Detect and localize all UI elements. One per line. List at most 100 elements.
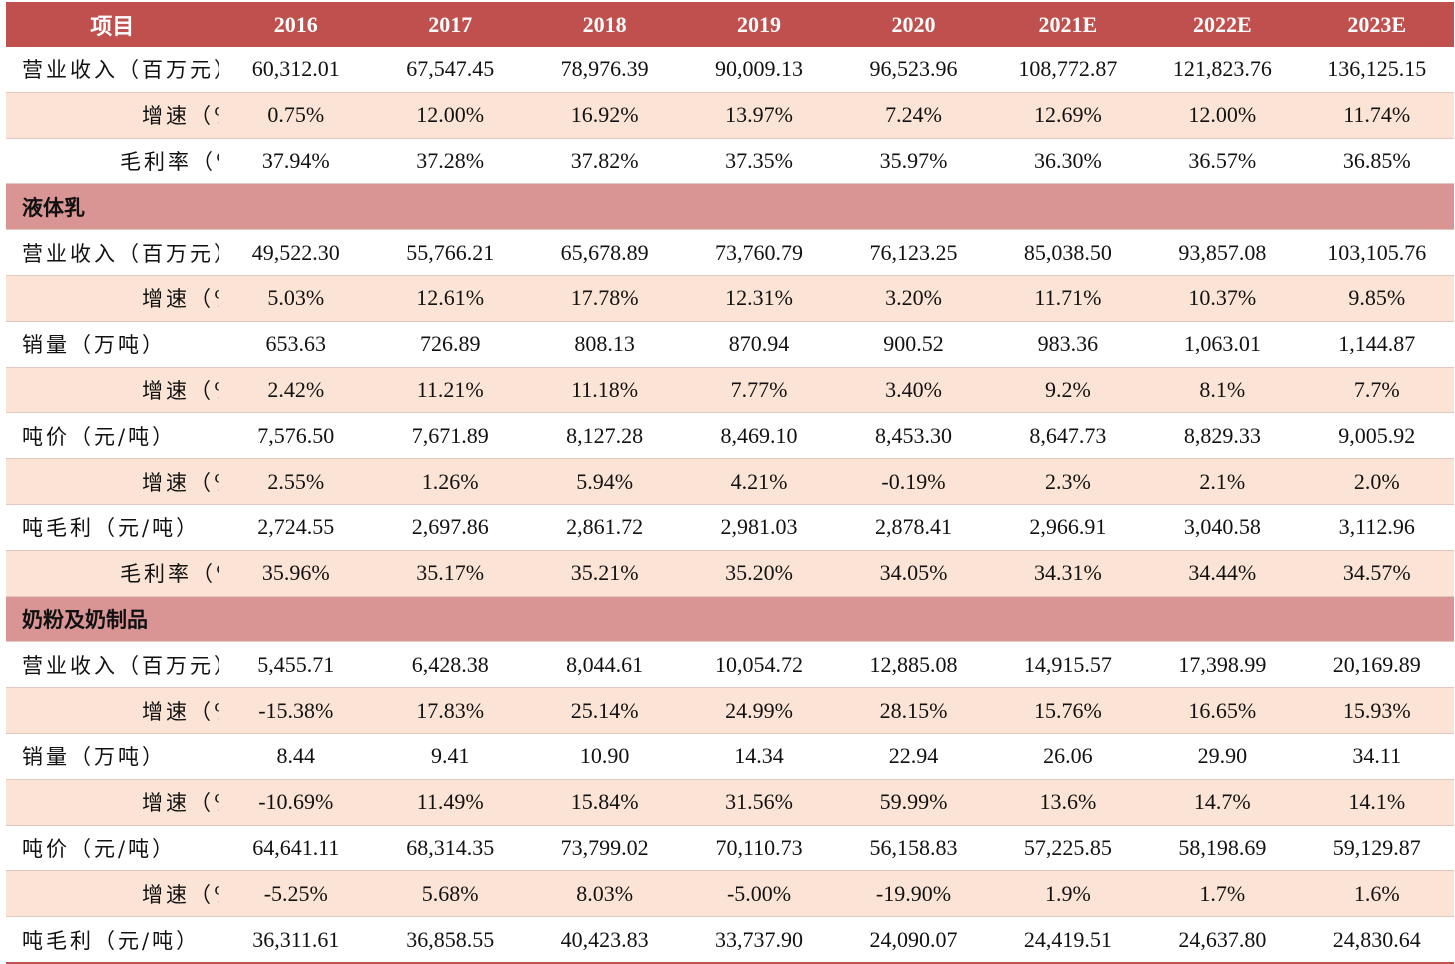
header-year: 2017 bbox=[373, 2, 528, 47]
table-cell: 15.84% bbox=[527, 779, 682, 826]
row-label: 增速（%） bbox=[6, 92, 219, 139]
table-cell: 1,144.87 bbox=[1338, 331, 1416, 357]
table-cell: 36,858.55 bbox=[406, 926, 495, 952]
table-cell: 8,453.30 bbox=[874, 422, 952, 448]
section-row: 奶粉及奶制品 bbox=[6, 596, 1454, 642]
table-cell: 29.90 bbox=[1197, 743, 1248, 769]
table-cell: 5.94% bbox=[527, 458, 682, 505]
table-cell: -19.90% bbox=[836, 870, 991, 917]
table-row: 吨毛利（元/吨） 36,311.61 36,858.55 40,423.83 33,73… bbox=[6, 917, 1454, 963]
table-cell: 35.96% bbox=[218, 550, 373, 597]
table-row: 毛利率（%） 37.94% 37.28% 37.82% 37.35% 35.97% 36.3… bbox=[6, 138, 1454, 184]
section-row: 液体乳 bbox=[6, 183, 1454, 230]
table-cell: 59,129.87 bbox=[1332, 834, 1421, 860]
header-year: 2022E bbox=[1145, 2, 1300, 47]
table-cell: 2,966.91 bbox=[1029, 514, 1107, 540]
table-row: 营业收入（百万元） 49,522.30 55,766.21 65,678.89 73,7… bbox=[6, 230, 1454, 276]
table-cell: 15.76% bbox=[990, 687, 1146, 734]
table-cell: 55,766.21 bbox=[406, 239, 495, 265]
table-cell: -5.00% bbox=[681, 870, 837, 917]
table-cell: 900.52 bbox=[883, 331, 944, 357]
table-cell: 10.37% bbox=[1145, 275, 1300, 322]
table-cell: 26.06 bbox=[1043, 743, 1093, 769]
table-cell: 36.57% bbox=[1188, 147, 1257, 173]
table-cell: 24.99% bbox=[681, 687, 837, 734]
table-cell: 37.82% bbox=[570, 147, 639, 173]
table-cell: 12.00% bbox=[373, 92, 528, 139]
header-year: 2018 bbox=[527, 2, 682, 47]
table-cell: 1.7% bbox=[1145, 870, 1300, 917]
table-row: 营业收入（百万元） 60,312.01 67,547.45 78,976.39 90,0… bbox=[6, 47, 1454, 93]
table-cell: 2,981.03 bbox=[720, 514, 798, 540]
table-cell: 10.90 bbox=[579, 743, 630, 769]
row-label: 销量（万吨） bbox=[22, 745, 166, 770]
table-cell: 65,678.89 bbox=[560, 239, 649, 265]
table-cell: 8,127.28 bbox=[566, 422, 644, 448]
row-label: 增速（%） bbox=[6, 367, 219, 413]
table-row: 增速（%）-15.38%17.83%25.14%24.99%28.15%15.7… bbox=[6, 687, 1454, 734]
table-row: 增速（%）5.03%12.61%17.78%12.31%3.20%11.71%1… bbox=[6, 275, 1454, 322]
table-cell: 9.2% bbox=[990, 367, 1146, 413]
table-cell: 34.31% bbox=[990, 550, 1146, 597]
row-label: 吨毛利（元/吨） bbox=[22, 516, 201, 541]
table-cell: 2.3% bbox=[990, 458, 1146, 505]
table-cell: 73,760.79 bbox=[715, 239, 804, 265]
table-cell: 11.74% bbox=[1299, 92, 1454, 139]
table-cell: 8.44 bbox=[276, 743, 316, 769]
table-cell: 14.7% bbox=[1145, 779, 1300, 826]
table-cell: 8,829.33 bbox=[1183, 422, 1261, 448]
table-row: 吨价（元/吨） 7,576.50 7,671.89 8,127.28 8,469.10 8… bbox=[6, 413, 1454, 459]
table-cell: 2.55% bbox=[218, 458, 373, 505]
table-body: 营业收入（百万元） 60,312.01 67,547.45 78,976.39 90,0… bbox=[6, 47, 1454, 963]
table-cell: 35.21% bbox=[527, 550, 682, 597]
table-cell: 7.24% bbox=[836, 92, 991, 139]
table-cell: 6,428.38 bbox=[411, 651, 489, 677]
row-label: 营业收入（百万元） bbox=[22, 58, 219, 83]
row-label: 增速（%） bbox=[6, 870, 219, 917]
table-cell: 28.15% bbox=[836, 687, 991, 734]
table-cell: 25.14% bbox=[527, 687, 682, 734]
table-cell: 7.77% bbox=[681, 367, 837, 413]
table-cell: 57,225.85 bbox=[1023, 834, 1112, 860]
table-cell: 12,885.08 bbox=[869, 651, 958, 677]
table-cell: 8.1% bbox=[1145, 367, 1300, 413]
table-cell: 12.00% bbox=[1145, 92, 1300, 139]
table-row: 增速（%）2.55%1.26%5.94%4.21%-0.19%2.3%2.1%2… bbox=[6, 458, 1454, 505]
table-header: 项目 2016 2017 2018 2019 2020 2021E 2022E 2023E bbox=[6, 2, 1454, 47]
header-year: 2019 bbox=[681, 2, 837, 47]
table-cell: 103,105.76 bbox=[1327, 239, 1427, 265]
header-year: 2023E bbox=[1299, 2, 1454, 47]
table-cell: 726.89 bbox=[419, 331, 481, 357]
table-row: 吨毛利（元/吨） 2,724.55 2,697.86 2,861.72 2,981.03… bbox=[6, 504, 1454, 551]
row-label: 毛利率（%） bbox=[120, 149, 219, 174]
table-row: 吨价（元/吨） 64,641.11 68,314.35 73,799.02 70,110… bbox=[6, 825, 1454, 871]
row-label: 吨价（元/吨） bbox=[22, 424, 177, 449]
table-cell: 34.05% bbox=[836, 550, 991, 597]
row-label: 吨价（元/吨） bbox=[22, 836, 177, 861]
table-cell: 2.1% bbox=[1145, 458, 1300, 505]
section-title: 奶粉及奶制品 bbox=[6, 596, 1454, 642]
table-cell: 16.65% bbox=[1145, 687, 1300, 734]
table-cell: 40,423.83 bbox=[560, 926, 649, 952]
header-row: 项目 2016 2017 2018 2019 2020 2021E 2022E 2023E bbox=[6, 2, 1454, 47]
table-cell: 14.34 bbox=[734, 743, 784, 769]
table-cell: 2,724.55 bbox=[257, 514, 335, 540]
table-cell: 2,861.72 bbox=[566, 514, 644, 540]
table-cell: 8,044.61 bbox=[566, 651, 644, 677]
table-cell: 7,576.50 bbox=[257, 422, 335, 448]
table-cell: 4.21% bbox=[681, 458, 837, 505]
table-cell: 11.71% bbox=[990, 275, 1146, 322]
table-cell: 64,641.11 bbox=[252, 834, 340, 860]
table-cell: 10,054.72 bbox=[715, 651, 804, 677]
table-cell: 7.7% bbox=[1299, 367, 1454, 413]
table-cell: 33,737.90 bbox=[715, 926, 804, 952]
row-label: 增速（%） bbox=[6, 779, 219, 826]
table-cell: 7,671.89 bbox=[411, 422, 489, 448]
row-label: 营业收入（百万元） bbox=[22, 653, 219, 678]
table-cell: 93,857.08 bbox=[1178, 239, 1267, 265]
table-cell: 3.20% bbox=[836, 275, 991, 322]
table-cell: 96,523.96 bbox=[869, 56, 958, 82]
table-cell: 78,976.39 bbox=[560, 56, 649, 82]
table-cell: 1.26% bbox=[373, 458, 528, 505]
table-row: 营业收入（百万元） 5,455.71 6,428.38 8,044.61 10,054.… bbox=[6, 642, 1454, 688]
